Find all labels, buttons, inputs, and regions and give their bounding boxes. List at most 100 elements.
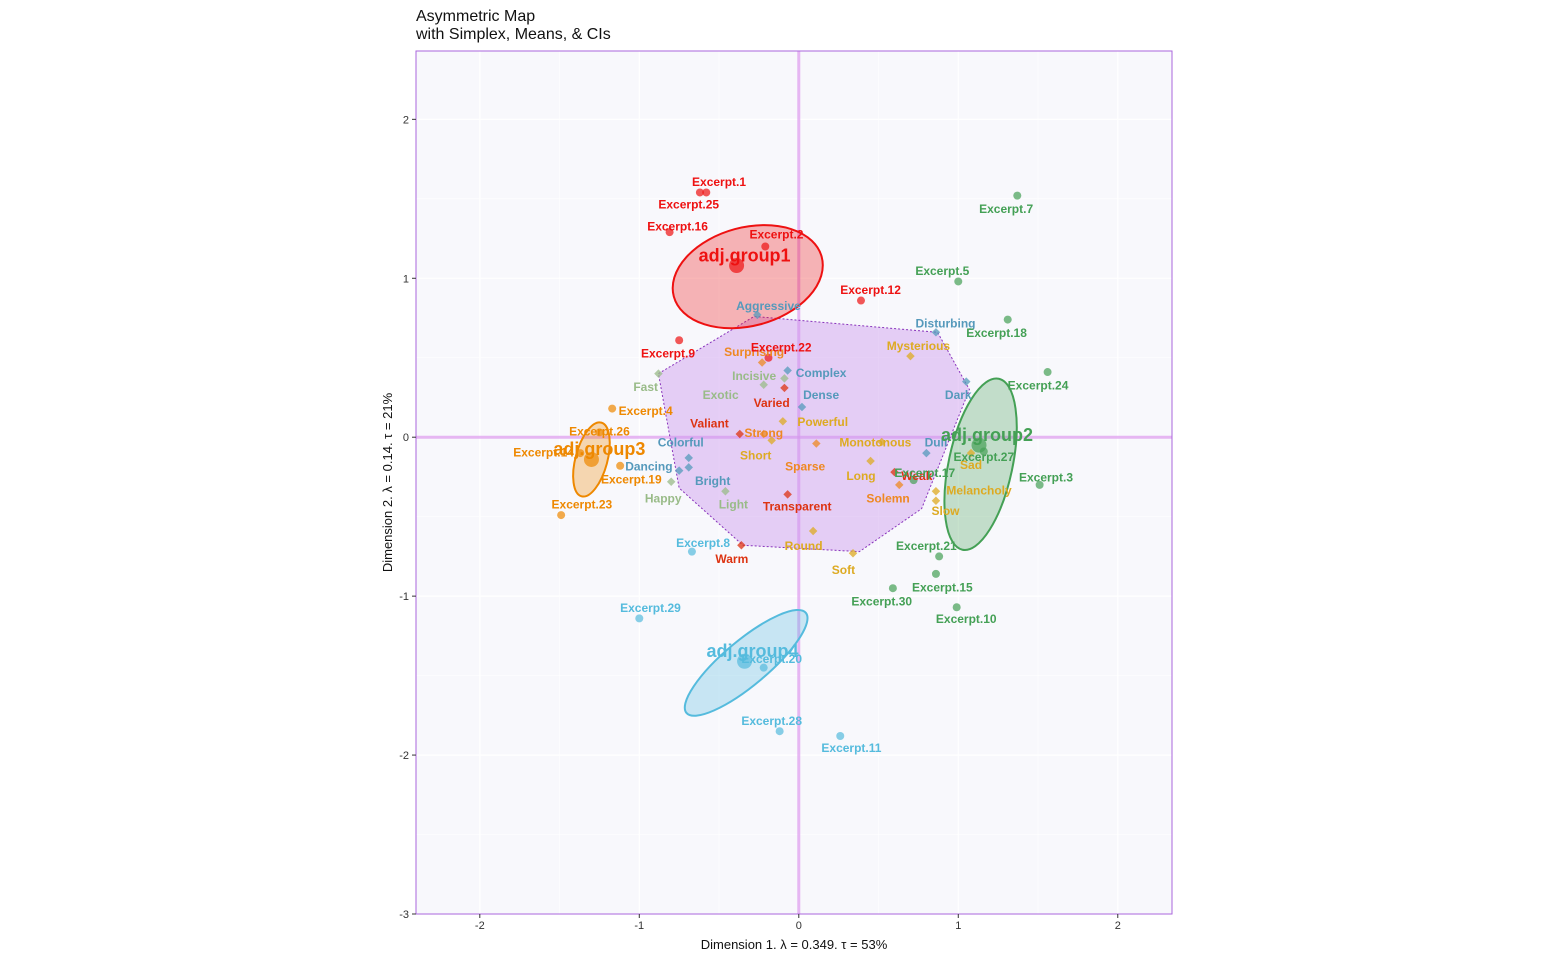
excerpt-point (761, 242, 770, 251)
excerpt-point (595, 428, 604, 437)
adjective-label: Long (846, 469, 875, 483)
excerpt-point (1003, 315, 1012, 324)
adjective-point (931, 328, 941, 337)
adjective-label: Melancholy (946, 483, 1012, 497)
x-tick-label: 0 (796, 920, 802, 932)
adjective-label: Varied (754, 396, 790, 410)
confidence-ellipse-adj-group2 (943, 377, 1018, 551)
excerpt-label: Excerpt.5 (915, 264, 969, 278)
adjective-point (753, 310, 762, 320)
excerpt-point (675, 336, 684, 345)
adjective-point (767, 436, 776, 445)
x-axis-title: Dimension 1. λ = 0.349. τ = 53% (701, 937, 888, 952)
excerpt-point (775, 727, 784, 736)
excerpt-point (616, 461, 625, 470)
excerpt-point (557, 511, 566, 520)
x-tick-label: 2 (1115, 920, 1121, 932)
panel-background (416, 51, 1172, 914)
excerpt-label: Excerpt.27 (953, 450, 1014, 464)
adjective-point (721, 486, 730, 496)
adjective-label: Dark (945, 388, 972, 402)
adjective-label: Dense (803, 388, 839, 402)
adjective-label: Slow (932, 504, 961, 518)
adjective-point (757, 358, 767, 367)
y-tick-label: -1 (399, 591, 409, 603)
excerpt-label: Excerpt.16 (647, 220, 708, 234)
excerpt-label: Excerpt.18 (966, 326, 1027, 340)
excerpt-label: Excerpt.22 (751, 340, 812, 354)
excerpt-label: Excerpt.2 (749, 228, 803, 242)
adjective-point (780, 374, 789, 383)
adjective-point (654, 369, 663, 378)
y-tick-label: -3 (399, 909, 409, 921)
group-mean-point (737, 653, 753, 669)
excerpt-label: Excerpt.20 (741, 652, 802, 666)
adjective-label: Light (719, 498, 748, 512)
adjective-label: Warm (715, 552, 748, 566)
adjective-point (759, 429, 768, 439)
excerpt-label: Excerpt.7 (979, 202, 1033, 216)
y-tick-label: 0 (403, 432, 409, 444)
excerpt-point (856, 296, 865, 305)
excerpt-point (954, 277, 963, 286)
excerpt-point (695, 188, 704, 197)
adjective-point (848, 548, 858, 558)
y-tick-label: 1 (403, 273, 409, 285)
excerpt-point (702, 188, 711, 197)
y-tick-label: 2 (403, 114, 409, 126)
excerpt-label: Excerpt.10 (936, 612, 997, 626)
excerpt-label: Excerpt.24 (1008, 379, 1069, 393)
excerpt-point (759, 663, 768, 672)
adjective-label: Short (740, 448, 771, 462)
adjective-label: Solemn (866, 491, 909, 505)
adjective-label: Dancing (625, 460, 672, 474)
excerpt-point (576, 449, 585, 458)
adjective-point (906, 351, 915, 361)
y-axis-title: Dimension 2. λ = 0.14. τ = 21% (380, 392, 395, 572)
excerpt-point (665, 228, 674, 237)
adjective-label: Weak (901, 469, 932, 483)
excerpt-label: Excerpt.8 (676, 536, 730, 550)
adjective-label: Powerful (797, 415, 848, 429)
adjective-label: Surprising (724, 345, 784, 359)
adjective-label: Strong (744, 426, 783, 440)
x-tick-label: 1 (955, 920, 961, 932)
adjective-label: Transparent (763, 499, 832, 513)
excerpt-label: Excerpt.9 (641, 347, 695, 361)
panel-border (415, 50, 1173, 915)
adjective-label: Soft (832, 563, 855, 577)
excerpt-point (836, 731, 845, 740)
adjective-label: Round (785, 539, 823, 553)
adjective-point (922, 448, 931, 458)
adjective-point (966, 448, 976, 458)
excerpt-point (764, 353, 773, 362)
excerpt-label: Excerpt.30 (851, 595, 912, 609)
excerpt-label: Excerpt.14 (513, 445, 574, 459)
adjective-point (780, 383, 789, 393)
adjective-point (797, 402, 807, 412)
x-tick-label: -1 (634, 920, 644, 932)
confidence-ellipse-adj-group1 (671, 224, 824, 330)
excerpt-point (1035, 480, 1044, 489)
adjective-label: Exotic (703, 388, 739, 402)
excerpt-label: Excerpt.23 (552, 498, 613, 512)
x-tick-label: -2 (475, 920, 485, 932)
excerpt-label: Excerpt.26 (569, 425, 630, 439)
group-label: adj.group4 (707, 641, 799, 661)
excerpt-point (931, 569, 940, 578)
adjective-label: Colorful (658, 436, 704, 450)
adjective-point (931, 486, 941, 496)
excerpt-label: Excerpt.28 (741, 714, 802, 728)
adjective-label: Monotonous (839, 436, 911, 450)
adjective-label: Bright (695, 474, 730, 488)
adjective-point (735, 429, 745, 439)
excerpt-point (952, 603, 961, 612)
excerpt-point (909, 476, 918, 485)
excerpt-label: Excerpt.3 (1019, 471, 1073, 485)
excerpt-point (888, 584, 897, 593)
excerpt-point (608, 404, 617, 413)
chart-subtitle: with Simplex, Means, & CIs (416, 26, 611, 43)
excerpt-label: Excerpt.21 (896, 539, 957, 553)
